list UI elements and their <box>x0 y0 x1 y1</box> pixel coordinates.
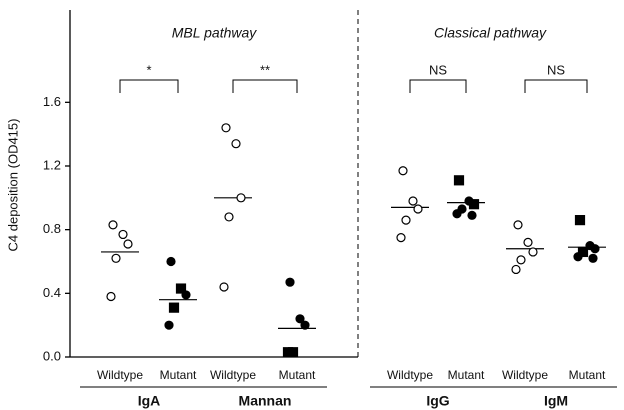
data-point <box>295 314 305 324</box>
data-point <box>236 193 246 203</box>
data-point <box>396 233 406 243</box>
y-tick-label: 0.4 <box>43 285 61 300</box>
y-tick-label: 1.6 <box>43 94 61 109</box>
data-point <box>398 166 408 176</box>
data-point <box>468 199 480 210</box>
data-point <box>221 123 231 133</box>
series-label: Mutant <box>569 368 606 382</box>
data-point <box>516 255 526 265</box>
series-label: Wildtype <box>97 368 143 382</box>
comparison-bracket <box>232 79 298 93</box>
series-label: Mutant <box>448 368 485 382</box>
group-label: Mannan <box>239 393 292 409</box>
data-point <box>219 282 229 292</box>
comparison-label: * <box>146 62 151 77</box>
data-point <box>123 239 133 249</box>
comparison-label: NS <box>547 62 565 77</box>
data-point <box>574 215 586 226</box>
data-point <box>285 277 295 287</box>
data-point <box>577 246 589 258</box>
data-point <box>511 264 521 275</box>
data-point <box>181 290 191 300</box>
group-label: IgG <box>426 393 449 409</box>
data-point <box>118 229 128 240</box>
data-point <box>408 196 418 206</box>
data-point <box>106 291 116 302</box>
series-label: Mutant <box>160 368 197 382</box>
group-label: IgM <box>544 393 568 409</box>
data-point <box>166 256 176 267</box>
comparison-label: NS <box>429 62 447 77</box>
comparison-bracket <box>409 79 467 93</box>
data-point <box>231 139 241 149</box>
panel-title: Classical pathway <box>434 25 547 41</box>
comparison-bracket <box>524 79 588 93</box>
data-point <box>573 252 583 262</box>
data-point <box>467 210 477 220</box>
panel-title: MBL pathway <box>172 25 258 41</box>
data-point <box>108 220 118 230</box>
y-tick-label: 1.2 <box>43 157 61 172</box>
data-point <box>588 253 598 263</box>
series-label: Wildtype <box>387 368 433 382</box>
data-point <box>452 209 462 219</box>
series-label: Wildtype <box>502 368 548 382</box>
data-point <box>513 220 523 230</box>
comparison-bracket <box>119 79 179 93</box>
data-point <box>528 247 538 257</box>
y-axis-label: C4 deposition (OD415) <box>5 119 20 252</box>
data-point <box>175 283 187 294</box>
comparison-label: ** <box>260 62 270 77</box>
y-tick-label: 0.0 <box>43 348 61 363</box>
data-point <box>590 244 600 254</box>
data-point <box>453 175 465 186</box>
y-tick-label: 0.8 <box>43 221 61 236</box>
data-point <box>168 302 180 313</box>
data-point <box>164 320 174 330</box>
group-label: IgA <box>138 393 161 409</box>
data-point <box>224 212 234 222</box>
data-point <box>523 237 533 247</box>
data-point <box>413 204 423 214</box>
data-point <box>401 215 411 225</box>
data-point <box>282 347 294 358</box>
data-point <box>300 320 310 330</box>
series-label: Wildtype <box>210 368 256 382</box>
data-point <box>111 253 121 263</box>
series-label: Mutant <box>279 368 316 382</box>
